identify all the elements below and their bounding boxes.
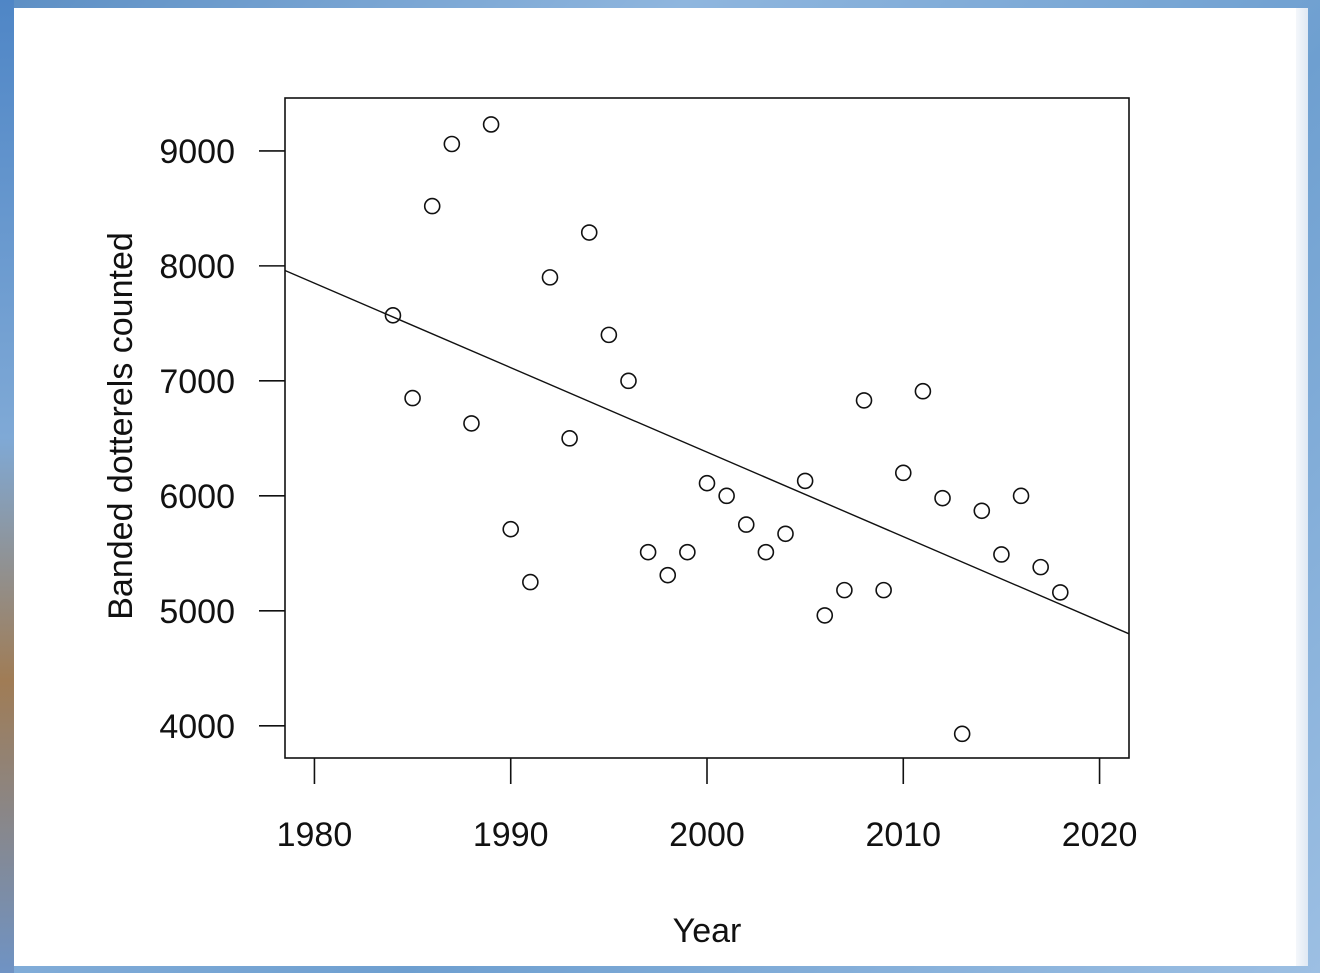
y-tick-label: 8000 — [159, 248, 235, 286]
y-tick-label: 9000 — [159, 133, 235, 171]
data-point — [1052, 584, 1069, 601]
data-point — [659, 566, 677, 584]
y-axis-label: Banded dotterels counted — [102, 232, 140, 620]
data-point — [1032, 558, 1049, 576]
data-point — [561, 430, 578, 447]
data-point — [639, 543, 657, 561]
data-point — [934, 489, 951, 507]
trend-line — [284, 269, 1130, 635]
data-point — [953, 725, 971, 743]
data-point — [679, 543, 696, 561]
data-points — [384, 116, 1069, 743]
y-tick-label: 5000 — [159, 593, 235, 631]
plot-frame — [284, 97, 1130, 759]
x-tick-label: 2020 — [1062, 816, 1138, 854]
y-tick-label: 6000 — [159, 478, 235, 516]
data-point — [502, 520, 520, 538]
data-point — [443, 135, 461, 153]
data-point — [600, 326, 618, 344]
data-point — [620, 372, 637, 390]
x-axis: 1980 1990 2000 2010 2020 — [277, 758, 1138, 854]
y-tick-label: 7000 — [159, 363, 235, 401]
data-point — [993, 546, 1010, 563]
data-point — [404, 389, 421, 407]
data-point — [541, 269, 559, 286]
data-point — [384, 307, 402, 324]
background-frame-left — [0, 0, 14, 973]
data-point — [1012, 487, 1030, 505]
data-point — [816, 607, 834, 624]
data-point — [463, 415, 480, 432]
data-point — [855, 392, 873, 409]
x-tick-label: 1990 — [473, 816, 549, 854]
x-tick-label: 1980 — [277, 816, 353, 854]
data-point — [423, 197, 441, 215]
data-point — [580, 224, 598, 241]
data-point — [757, 543, 775, 561]
x-tick-label: 2000 — [669, 816, 745, 854]
x-axis-label: Year — [673, 912, 742, 950]
data-point — [522, 573, 539, 591]
data-point — [718, 487, 735, 505]
data-point — [894, 464, 912, 482]
data-point — [914, 382, 932, 400]
y-axis: 4000 5000 6000 7000 8000 9000 — [159, 133, 285, 746]
data-point — [875, 581, 892, 599]
data-point — [836, 581, 853, 599]
data-point — [777, 525, 794, 543]
data-point — [737, 516, 755, 533]
background-frame-right — [1296, 8, 1308, 966]
y-tick-label: 4000 — [159, 708, 235, 746]
x-tick-label: 2010 — [865, 816, 941, 854]
data-point — [973, 502, 991, 520]
data-point — [698, 474, 716, 492]
data-point — [482, 116, 500, 133]
chart-canvas — [14, 8, 1306, 966]
data-point — [796, 472, 814, 490]
